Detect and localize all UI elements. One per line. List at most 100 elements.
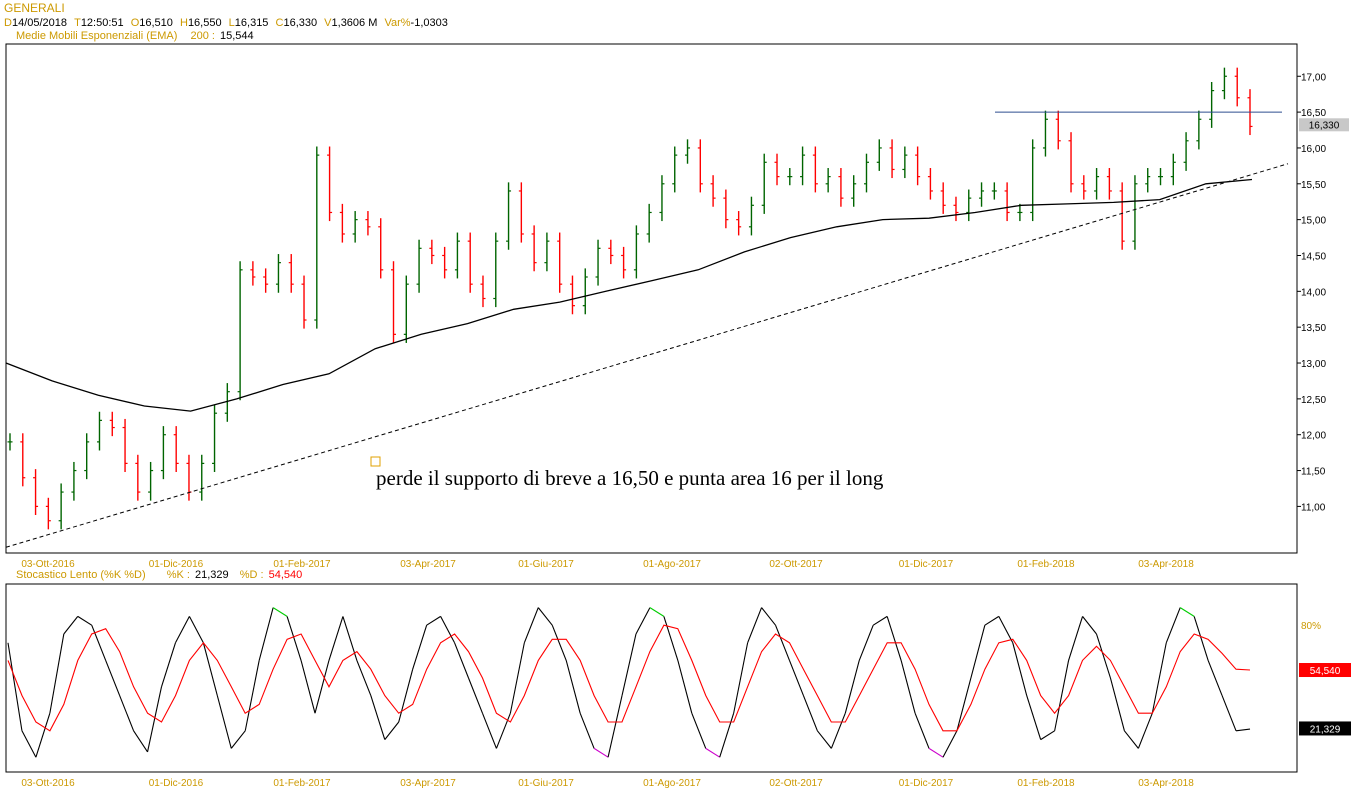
k-line-segment: [816, 730, 832, 749]
y-tick-label: 14,50: [1301, 251, 1326, 262]
y-tick-label: 11,00: [1301, 502, 1326, 513]
k-line-segment: [21, 730, 37, 758]
var-value: -1,0303: [410, 17, 448, 29]
k-line-segment: [468, 677, 483, 714]
k-line-segment: [607, 695, 623, 758]
d-line: [7, 624, 1251, 732]
y-tick-label: 12,50: [1301, 395, 1326, 406]
x-tick-label-price: 02-Ott-2017: [769, 559, 823, 570]
k-line-segment: [886, 616, 902, 661]
y-tick-label: 13,00: [1301, 359, 1326, 370]
k-line-segment: [495, 712, 511, 749]
price-panel-frame: [5, 43, 1298, 554]
k-line-segment: [621, 633, 637, 696]
k-line-segment: [160, 642, 176, 687]
volume-label: V: [324, 17, 332, 29]
k-line-segment: [705, 747, 721, 758]
d-value-badge-label: 54,540: [1310, 666, 1341, 677]
open-label: O: [130, 17, 140, 29]
k-line-segment: [77, 615, 93, 626]
k-line-segment: [747, 607, 763, 644]
x-tick-label-stoch: 02-Ott-2017: [769, 778, 823, 789]
k-line-segment: [1082, 616, 1097, 635]
chart-title: GENERALI: [4, 1, 65, 15]
k-line-segment: [537, 607, 553, 626]
stoch-title: Stocastico Lento (%K %D): [16, 569, 146, 581]
k-line-segment: [942, 730, 958, 758]
y-tick-label: 13,50: [1301, 323, 1326, 334]
k-line-segment: [914, 712, 930, 749]
k-line-segment: [1165, 607, 1181, 644]
k-line-segment: [844, 660, 860, 714]
k-line-segment: [1137, 712, 1153, 749]
ema200-line: [5, 178, 1253, 412]
k-line-segment: [258, 607, 274, 661]
x-tick-label-price: 01-Dic-2017: [899, 559, 954, 570]
x-tick-label-stoch: 01-Ago-2017: [643, 778, 701, 789]
y-tick-label: 12,00: [1301, 431, 1326, 442]
k-line-segment: [677, 660, 693, 714]
k-line-segment: [1179, 607, 1195, 617]
k-line-segment: [956, 677, 972, 731]
k-value: 21,329: [194, 569, 229, 581]
k-line-segment: [202, 642, 218, 696]
y-tick-label: 16,50: [1301, 108, 1326, 119]
y-tick-label: 11,50: [1301, 467, 1326, 478]
k-line-segment: [91, 624, 107, 661]
x-tick-label-stoch: 01-Dic-2017: [899, 778, 954, 789]
open-value: 16,510: [139, 17, 173, 29]
k-line-segment: [1109, 677, 1125, 731]
k-line-segment: [49, 633, 65, 714]
k-line-segment: [1026, 695, 1042, 740]
k-line-segment: [719, 713, 735, 758]
x-tick-label-stoch: 01-Giu-2017: [518, 778, 574, 789]
k-line-segment: [1095, 633, 1111, 679]
k-line-segment: [35, 713, 51, 758]
k-line-segment: [454, 642, 470, 679]
low-label: L: [228, 17, 235, 29]
k-line-segment: [272, 607, 288, 617]
y-tick-label: 15,00: [1301, 216, 1326, 227]
k-line-segment: [481, 712, 497, 749]
x-tick-label-price: 01-Feb-2018: [1017, 559, 1075, 570]
k-line-segment: [1040, 730, 1055, 741]
k-line-segment: [1123, 730, 1139, 749]
x-tick-label-price: 03-Apr-2017: [400, 559, 456, 570]
k-line-segment: [328, 616, 344, 661]
ema-label: Medie Mobili Esponenziali (EMA): [16, 30, 178, 42]
close-value: 16,330: [283, 17, 318, 29]
y-tick-label: 14,00: [1301, 287, 1326, 298]
x-tick-label-stoch: 03-Ott-2016: [21, 778, 75, 789]
y-tick-label: 17,00: [1301, 72, 1326, 83]
k-line-segment: [119, 695, 135, 732]
time-value: 12:50:51: [80, 17, 124, 29]
k-line-segment: [579, 712, 595, 749]
k-line-segment: [356, 660, 372, 696]
k-value-badge-label: 21,329: [1310, 724, 1341, 735]
x-tick-label-price: 01-Giu-2017: [518, 559, 574, 570]
k-line-segment: [133, 730, 149, 753]
k-line-segment: [928, 747, 944, 758]
close-label: C: [275, 17, 284, 29]
k-line-segment: [398, 669, 414, 723]
k-line-segment: [63, 616, 79, 635]
k-line-segment: [984, 615, 1000, 626]
d-value: 54,540: [268, 569, 303, 581]
k-line-segment: [370, 695, 386, 740]
x-tick-label-stoch: 03-Apr-2018: [1138, 778, 1194, 789]
k-line-segment: [1207, 660, 1223, 696]
k-line-segment: [998, 616, 1014, 644]
k-line-segment: [830, 712, 846, 749]
k-line-segment: [244, 660, 260, 731]
k-line-segment: [900, 660, 916, 714]
annotation-text: perde il supporto di breve a 16,50 e pun…: [376, 466, 884, 490]
k-line-segment: [384, 721, 400, 740]
k-line-segment: [7, 642, 23, 731]
ema-period: 200 :: [190, 30, 215, 42]
stoch-80-label: 80%: [1301, 621, 1321, 632]
k-line-segment: [314, 660, 330, 714]
last-price-badge: [1299, 118, 1349, 132]
k-line-segment: [230, 730, 246, 749]
k-line-segment: [733, 642, 749, 714]
k-line-segment: [426, 615, 441, 626]
